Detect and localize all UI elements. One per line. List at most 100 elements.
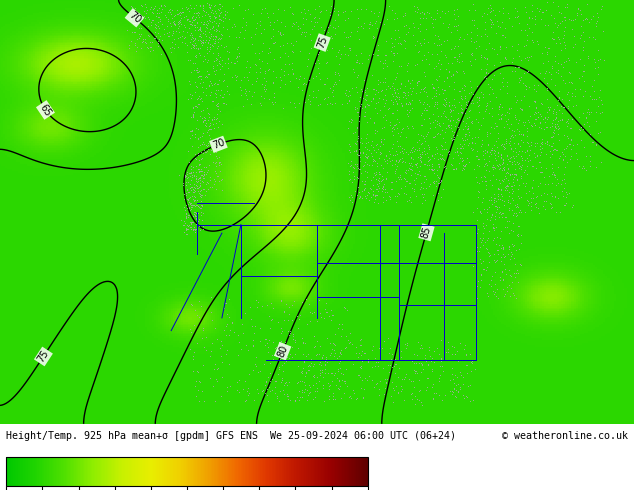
Point (443, 345, 453, 353)
Point (181, 226, 191, 234)
Point (193, 202, 204, 210)
Point (202, 10, 212, 18)
Point (195, 179, 205, 187)
Point (491, 257, 501, 265)
Point (387, 122, 398, 130)
Point (200, 114, 210, 122)
Point (388, 100, 398, 108)
Point (195, 167, 205, 174)
Point (285, 327, 295, 335)
Point (360, 152, 370, 160)
Point (292, 379, 302, 387)
Point (505, 137, 515, 145)
Point (514, 140, 524, 147)
Point (552, 24, 562, 31)
Point (344, 96, 354, 103)
Point (203, 117, 213, 124)
Point (472, 294, 482, 302)
Point (240, 89, 250, 97)
Point (153, 22, 164, 30)
Point (279, 391, 289, 398)
Point (352, 73, 362, 81)
Point (350, 105, 360, 113)
Point (284, 331, 294, 339)
Point (193, 99, 203, 107)
Point (234, 0, 244, 8)
Point (311, 379, 321, 387)
Point (501, 118, 512, 125)
Point (197, 177, 207, 185)
Point (166, 48, 176, 55)
Point (516, 56, 526, 64)
Point (369, 119, 379, 127)
Point (197, 191, 207, 198)
Point (482, 54, 493, 62)
Point (427, 50, 437, 58)
Point (199, 7, 209, 15)
Point (208, 64, 218, 72)
Point (408, 124, 418, 132)
Point (209, 2, 219, 10)
Point (574, 113, 585, 121)
Point (357, 357, 367, 365)
Point (191, 225, 201, 233)
Point (372, 358, 382, 366)
Point (417, 56, 427, 64)
Point (184, 198, 195, 206)
Point (574, 162, 584, 170)
Point (469, 21, 479, 28)
Point (362, 169, 372, 176)
Point (578, 61, 588, 69)
Point (393, 143, 403, 150)
Point (417, 139, 427, 147)
Point (207, 41, 217, 49)
Point (389, 386, 399, 393)
Point (408, 31, 418, 39)
Point (217, 56, 227, 64)
Point (553, 130, 563, 138)
Point (186, 4, 196, 12)
Point (179, 34, 189, 42)
Point (373, 182, 383, 190)
Point (522, 36, 532, 44)
Point (333, 69, 343, 77)
Point (546, 200, 556, 208)
Point (485, 147, 495, 155)
Point (148, 9, 158, 17)
Point (469, 16, 479, 24)
Point (244, 370, 254, 378)
Point (355, 148, 365, 156)
Point (448, 10, 458, 18)
Point (527, 184, 537, 192)
Point (403, 77, 413, 85)
Point (375, 344, 385, 352)
Point (526, 142, 536, 149)
Point (463, 127, 474, 135)
Point (486, 123, 496, 131)
Point (240, 310, 250, 318)
Point (206, 8, 216, 16)
Point (185, 38, 195, 46)
Point (300, 385, 310, 392)
Point (476, 122, 486, 129)
Point (150, 28, 160, 36)
Point (313, 56, 323, 64)
Point (345, 329, 355, 337)
Point (264, 44, 275, 52)
Point (415, 398, 425, 406)
Point (278, 68, 288, 75)
Point (463, 122, 473, 130)
Point (328, 23, 338, 31)
Point (370, 171, 380, 178)
Point (522, 53, 533, 61)
Point (453, 12, 463, 20)
Point (537, 168, 547, 176)
Point (200, 122, 210, 130)
Point (177, 32, 187, 40)
Point (186, 94, 196, 101)
Point (402, 61, 412, 69)
Point (182, 230, 192, 238)
Point (184, 90, 195, 98)
Point (447, 391, 457, 398)
Point (193, 94, 203, 101)
